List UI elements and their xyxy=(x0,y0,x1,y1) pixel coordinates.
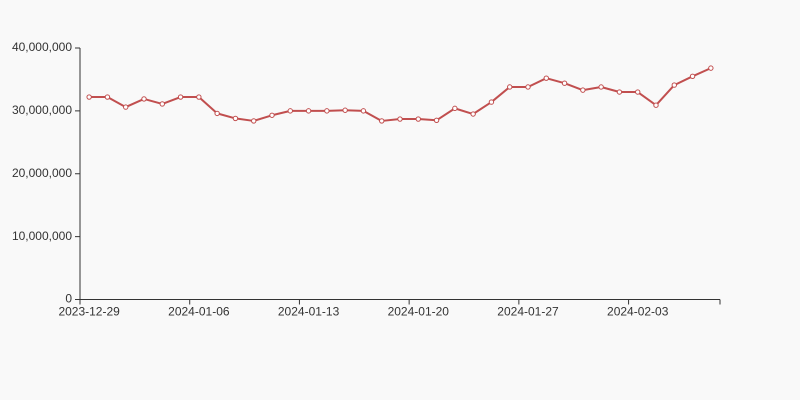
point xyxy=(86,94,92,100)
y-tick-label: 40,000,000 xyxy=(12,40,72,54)
point xyxy=(580,87,586,93)
point xyxy=(470,111,476,117)
point xyxy=(415,116,421,122)
point xyxy=(525,84,531,90)
x-tick-label: 2024-01-06 xyxy=(168,305,230,319)
point xyxy=(177,94,184,100)
point xyxy=(305,108,312,114)
point xyxy=(360,108,367,114)
line-series xyxy=(89,67,712,122)
point xyxy=(507,84,513,90)
point xyxy=(397,116,403,122)
x-tick-label: 2024-02-03 xyxy=(607,305,669,319)
point xyxy=(379,118,385,124)
point xyxy=(342,107,348,113)
point xyxy=(196,94,202,100)
point xyxy=(141,96,147,102)
x-tick-label: 2023-12-29 xyxy=(58,305,120,319)
point xyxy=(488,99,495,105)
point xyxy=(251,118,257,124)
point xyxy=(635,89,641,95)
point xyxy=(616,89,623,95)
point xyxy=(269,112,275,118)
point xyxy=(598,84,604,90)
point xyxy=(561,80,568,86)
point xyxy=(653,102,659,108)
x-tick-label: 2024-01-27 xyxy=(497,305,559,319)
point xyxy=(452,105,458,112)
point xyxy=(671,82,677,88)
point xyxy=(214,110,220,117)
point xyxy=(232,115,239,122)
point xyxy=(123,104,129,110)
point xyxy=(104,94,111,100)
point xyxy=(159,101,165,107)
point xyxy=(433,117,440,124)
point xyxy=(708,65,714,71)
y-tick-label: 30,000,000 xyxy=(12,103,72,117)
point xyxy=(287,108,293,114)
y-tick-label: 20,000,000 xyxy=(12,166,72,180)
point xyxy=(543,75,549,81)
x-tick-label: 2024-01-20 xyxy=(388,305,450,319)
y-tick-label: 0 xyxy=(65,292,72,306)
y-tick-label: 10,000,000 xyxy=(12,229,72,243)
x-tick-label: 2024-01-13 xyxy=(278,305,340,319)
point xyxy=(689,73,696,79)
point xyxy=(324,108,330,114)
